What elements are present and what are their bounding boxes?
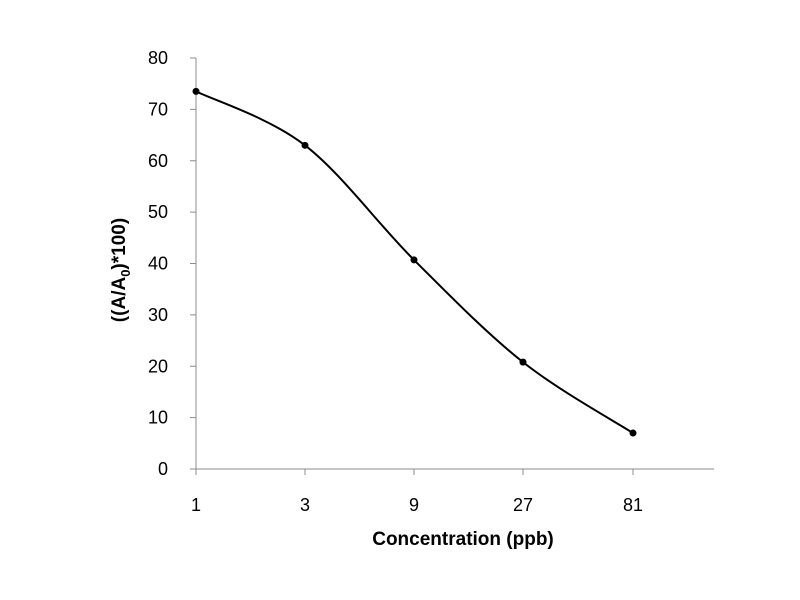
x-tick-label: 27 — [513, 495, 533, 515]
y-axis-title-prefix: ((A/A — [109, 277, 130, 323]
y-tick-label: 70 — [148, 99, 168, 119]
y-tick-label: 20 — [148, 356, 168, 376]
x-axis: 1 3 9 27 81 — [191, 468, 714, 515]
data-point — [629, 429, 637, 437]
y-tick-label: 80 — [148, 48, 168, 68]
x-tick-label: 9 — [409, 495, 419, 515]
y-axis-title-subscript: 0 — [118, 270, 133, 277]
y-axis-title-suffix: )*100) — [109, 218, 130, 270]
y-tick-label: 10 — [148, 408, 168, 428]
data-point — [192, 87, 200, 95]
x-tick-label: 81 — [623, 495, 643, 515]
y-tick-label: 60 — [148, 151, 168, 171]
x-axis-title: Concentration (ppb) — [372, 529, 554, 550]
x-tick-label: 1 — [191, 495, 201, 515]
data-point — [519, 358, 527, 366]
y-tick-label: 0 — [158, 459, 168, 479]
y-tick-label: 50 — [148, 202, 168, 222]
y-tick-label: 40 — [148, 254, 168, 274]
data-point — [301, 141, 309, 149]
y-tick-label: 30 — [148, 305, 168, 325]
series — [192, 87, 637, 437]
x-tick-label: 3 — [300, 495, 310, 515]
y-axis-title: ((A/A0)*100) — [109, 218, 133, 322]
y-axis: 0 10 20 30 40 50 60 70 80 — [148, 48, 197, 479]
data-point — [410, 256, 418, 264]
